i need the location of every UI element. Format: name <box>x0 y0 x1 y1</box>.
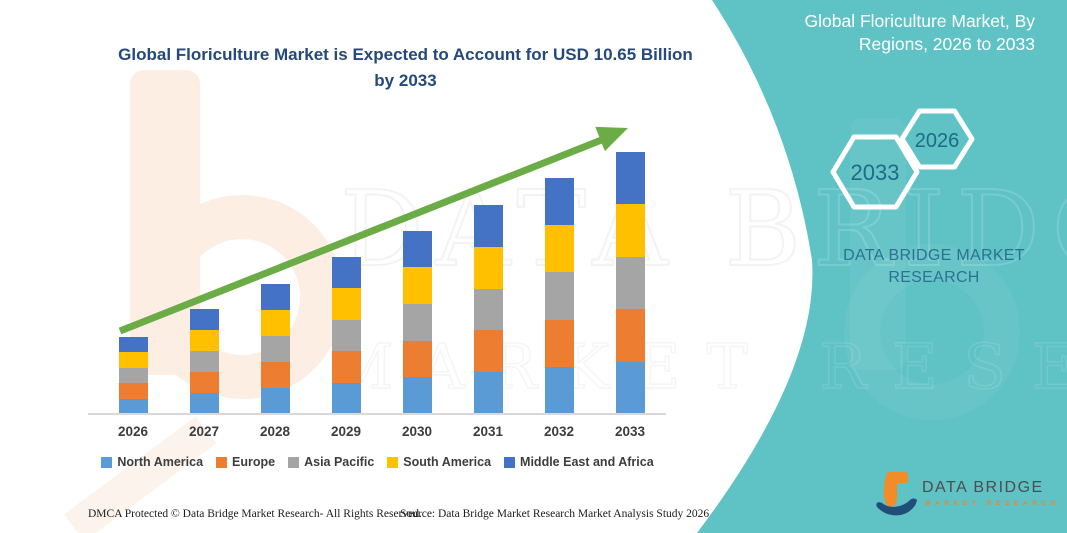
bar-segment-asia-pacific <box>402 304 432 341</box>
legend-item: Europe <box>216 455 275 469</box>
bar-segment-asia-pacific <box>189 351 219 373</box>
x-axis-label: 2033 <box>614 424 646 439</box>
bar-segment-north-america <box>402 377 432 414</box>
bar-segment-asia-pacific <box>544 272 574 320</box>
bar-segment-europe <box>544 319 574 367</box>
legend-item: North America <box>101 455 203 469</box>
legend-swatch <box>504 456 516 468</box>
x-axis-label: 2026 <box>117 424 149 439</box>
legend-label: Asia Pacific <box>304 455 375 469</box>
bar-segment-south-america <box>118 352 148 368</box>
bar-segment-north-america <box>473 372 503 414</box>
panel-title: Global Floriculture Market, By Regions, … <box>804 11 1036 55</box>
legend-label: South America <box>403 455 492 469</box>
bar-segment-middle-east-and-africa <box>189 309 219 331</box>
logo-tagline-text: MARKET RESEARCH <box>925 500 1061 507</box>
hexagon-2033 <box>830 134 920 210</box>
bar-segment-south-america <box>615 204 645 257</box>
x-axis-label: 2032 <box>543 424 575 439</box>
bar-segment-north-america <box>260 387 290 414</box>
bar-segment-asia-pacific <box>473 288 503 331</box>
legend-item: South America <box>387 455 491 469</box>
x-axis-label: 2028 <box>259 424 291 439</box>
x-axis-line <box>88 413 666 415</box>
footer-source-text: Source: Data Bridge Market Research Mark… <box>400 508 710 520</box>
bar-segment-europe <box>118 383 148 399</box>
chart-title: Global Floriculture Market is Expected t… <box>118 45 693 90</box>
bar-segment-south-america <box>544 225 574 273</box>
data-bridge-logo-icon <box>876 472 917 516</box>
legend-item: Middle East and Africa <box>504 455 654 469</box>
bar-segment-asia-pacific <box>331 319 361 352</box>
bar-segment-north-america <box>118 398 148 414</box>
bar-segment-europe <box>402 340 432 378</box>
bar-segment-south-america <box>260 309 290 336</box>
bar-segment-europe <box>189 372 219 394</box>
brand-name-text: DATA BRIDGE MARKET RESEARCH <box>843 247 1025 287</box>
bar-segment-europe <box>615 309 645 362</box>
hexagon-2026 <box>899 108 975 170</box>
logo-name-text: DATA BRIDGE <box>922 479 1044 496</box>
bar-segment-south-america <box>473 246 503 289</box>
legend-label: North America <box>117 455 204 469</box>
bar-segment-middle-east-and-africa <box>260 283 290 310</box>
legend-swatch <box>288 456 300 468</box>
legend-swatch <box>101 456 113 468</box>
x-axis-label: 2027 <box>188 424 220 439</box>
legend-swatch <box>387 456 399 468</box>
x-axis-label: 2030 <box>401 424 433 439</box>
x-axis-label: 2029 <box>330 424 362 439</box>
hexagon-year-2033: 2033 <box>851 160 900 185</box>
bar-segment-south-america <box>331 288 361 320</box>
legend-label: Europe <box>232 455 276 469</box>
bar-segment-north-america <box>331 382 361 414</box>
bar-segment-middle-east-and-africa <box>544 177 574 226</box>
legend-label: Middle East and Africa <box>520 455 654 469</box>
x-axis-label: 2031 <box>472 424 504 439</box>
bar-segment-asia-pacific <box>615 256 645 310</box>
chart-legend: North America Europe Asia Pacific South Ame… <box>80 455 675 469</box>
bar-segment-middle-east-and-africa <box>118 336 148 353</box>
hexagon-year-2026: 2026 <box>915 130 960 152</box>
bar-segment-middle-east-and-africa <box>331 256 361 289</box>
watermark-text-secondary: MARKET RESEARCH <box>329 329 1067 404</box>
bar-segment-europe <box>473 330 503 373</box>
footer-dmca-text: DMCA Protected © Data Bridge Market Rese… <box>88 508 422 520</box>
bar-segment-asia-pacific <box>260 335 290 362</box>
bar-segment-europe <box>260 361 290 388</box>
legend-swatch <box>216 456 228 468</box>
bar-segment-asia-pacific <box>118 367 148 384</box>
bar-segment-middle-east-and-africa <box>473 204 503 247</box>
bar-segment-middle-east-and-africa <box>402 230 432 268</box>
bar-segment-north-america <box>544 366 574 414</box>
bar-segment-south-america <box>189 330 219 352</box>
bar-segment-north-america <box>189 393 219 414</box>
bar-segment-europe <box>331 351 361 383</box>
bar-segment-middle-east-and-africa <box>615 152 645 205</box>
company-logo: DATA BRIDGE MARKET RESEARCH <box>866 466 1056 522</box>
bar-segment-north-america <box>615 361 645 414</box>
legend-item: Asia Pacific <box>288 455 374 469</box>
bar-segment-south-america <box>402 267 432 305</box>
